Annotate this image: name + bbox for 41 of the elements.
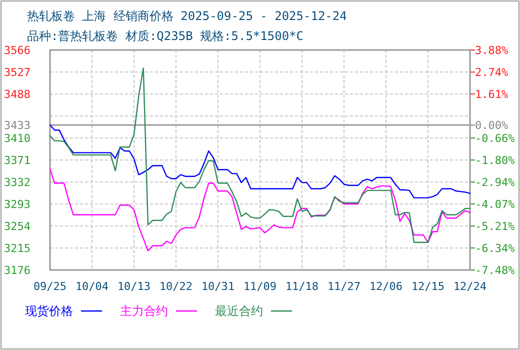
y2-tick-label: -0.66%	[475, 132, 516, 145]
y-tick-label: 3566	[4, 44, 30, 57]
x-tick-label: 10/31	[201, 280, 235, 293]
y-tick-label: 3215	[4, 242, 30, 255]
y2-tick-label: -6.34%	[475, 242, 516, 255]
y2-tick-label: 3.88%	[475, 44, 508, 57]
legend-label: 现货价格	[25, 304, 73, 318]
y2-tick-label: 2.74%	[475, 66, 508, 80]
x-tick-label: 11/27	[327, 280, 361, 293]
y-tick-label: 3410	[4, 132, 30, 145]
y2-tick-label: -2.94%	[475, 176, 516, 190]
x-tick-label: 10/13	[117, 280, 151, 293]
line-series	[49, 168, 471, 252]
y2-tick-label: -1.80%	[475, 154, 516, 167]
y-tick-label: 3433	[4, 119, 30, 132]
chart-subtitle: 品种:普热轧板卷 材质:Q235B 规格:5.5*1500*C	[27, 29, 304, 43]
y2-tick-label: 0.00%	[475, 119, 508, 132]
x-tick-label: 12/24	[453, 280, 487, 293]
y2-tick-label: -7.48%	[475, 264, 516, 277]
line-series	[49, 124, 471, 198]
y2-tick-label: 1.61%	[475, 88, 508, 101]
x-tick-label: 10/04	[75, 280, 109, 293]
y-tick-label: 3293	[4, 198, 30, 211]
y2-tick-label: -4.07%	[475, 198, 516, 211]
y2-tick-label: -5.21%	[475, 220, 516, 234]
legend-label: 主力合约	[120, 304, 168, 318]
y-tick-label: 3371	[4, 154, 30, 167]
y-tick-label: 3527	[4, 66, 30, 79]
x-tick-label: 11/09	[243, 280, 277, 293]
x-tick-label: 09/25	[33, 280, 67, 293]
y-tick-label: 3332	[4, 176, 30, 189]
chart-title: 热轧板卷 上海 经销商价格 2025-09-25 - 2025-12-24	[27, 9, 347, 23]
y-tick-label: 3488	[4, 88, 30, 101]
y-tick-label: 3176	[4, 264, 30, 277]
line-series	[49, 67, 471, 243]
x-tick-label: 12/15	[411, 280, 445, 293]
y-tick-label: 3254	[4, 220, 31, 233]
x-tick-label: 12/06	[369, 280, 403, 293]
x-tick-label: 11/18	[285, 280, 319, 293]
legend-label: 最近合约	[215, 304, 263, 318]
x-tick-label: 10/22	[159, 280, 193, 293]
